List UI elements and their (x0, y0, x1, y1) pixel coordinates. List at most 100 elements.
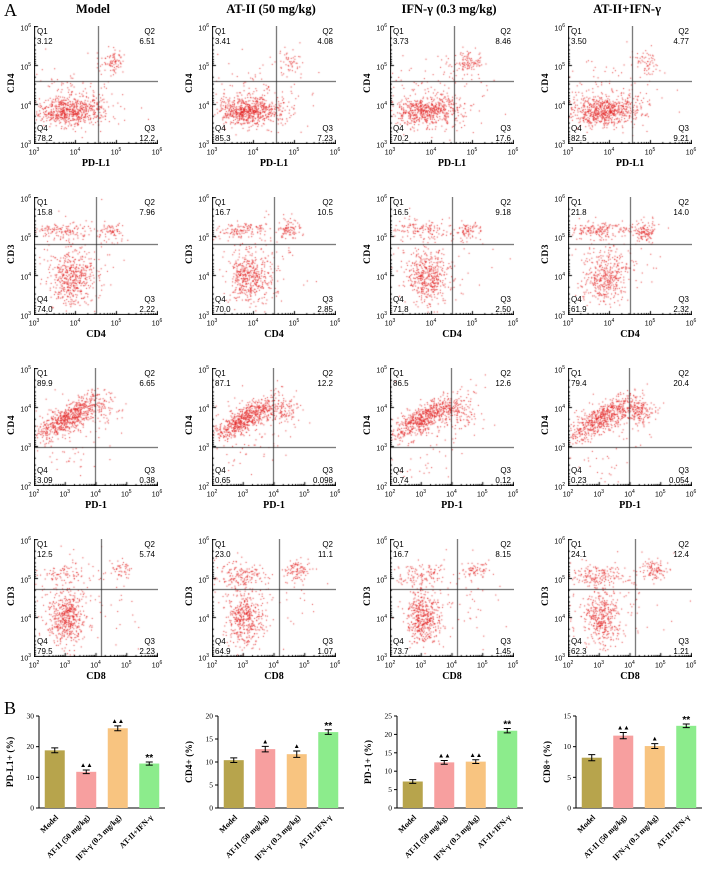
x-axis-label: CD4 (264, 329, 284, 340)
y-tick-label: 104 (376, 404, 387, 414)
x-tick-label: 105 (654, 660, 666, 670)
bar-category-label: Model (575, 813, 597, 835)
quadrant-value: 1.45 (495, 647, 511, 656)
quadrant-q4-stat: Q4 70.0 (215, 295, 231, 315)
y-tick-label: 104 (376, 614, 387, 624)
x-tick-label: 105 (110, 147, 122, 157)
quadrant-label: Q2 (678, 540, 689, 549)
bar-chart-ylabel: PD-1+ (%) (363, 740, 374, 784)
quadrant-q2-stat: Q2 6.65 (139, 369, 155, 389)
quadrant-q1-stat: Q1 87.1 (215, 369, 231, 389)
quadrant-q4-stat: Q4 74.0 (37, 295, 53, 315)
svg-text:20: 20 (27, 742, 35, 751)
y-tick-label: 103 (20, 653, 31, 663)
quadrant-q4-stat: Q4 0.23 (571, 466, 587, 486)
bar-2 (255, 749, 276, 808)
x-axis-label: CD4 (86, 329, 106, 340)
quadrant-value: 2.32 (673, 305, 689, 314)
quadrant-q4-stat: Q4 70.2 (393, 124, 409, 144)
flow-plot-r4-c3: CD3 106 105 104 103 Q1 16.7 Q2 8.15 Q3 1.45 Q4 73.7 1… (360, 535, 532, 703)
quadrant-label: Q1 (215, 198, 226, 207)
quadrant-q1-stat: Q1 79.4 (571, 369, 587, 389)
x-tick-label: 105 (466, 147, 478, 157)
x-tick-label: 104 (603, 318, 615, 328)
svg-text:0: 0 (30, 804, 34, 813)
y-tick-label: 105 (376, 365, 387, 375)
flow-plot-r2-c3: CD4 106 105 104 103 Q1 16.5 Q2 9.18 Q3 2.50 Q4 71.8 1… (360, 193, 532, 361)
x-tick-label: 106 (329, 489, 341, 499)
panel-b-label: B (4, 698, 17, 718)
x-tick-label: 105 (288, 318, 300, 328)
quadrant-value: 7.23 (317, 134, 333, 143)
error-bar (293, 750, 301, 758)
error-bar (114, 725, 122, 732)
quadrant-value: 82.5 (571, 134, 587, 143)
scatter-dots-canvas (34, 197, 158, 315)
x-tick-label: 106 (685, 318, 697, 328)
quadrant-label: Q2 (678, 198, 689, 207)
plot-area: Q1 16.5 Q2 9.18 Q3 2.50 Q4 71.8 (390, 197, 514, 315)
x-tick-label: 102 (384, 660, 396, 670)
flow-plot-r3-c1: CD4 105 104 103 102 Q1 89.9 Q2 6.65 Q3 0.38 Q4 3.09 1… (4, 364, 176, 532)
quadrant-value: 12.2 (317, 379, 333, 388)
quadrant-value: 3.41 (215, 37, 231, 46)
column-header-ifng: IFN-γ (0.3 mg/kg) (401, 2, 497, 16)
quadrant-label: Q1 (37, 198, 48, 207)
column-header-combo: AT-II+IFN-γ (593, 2, 661, 16)
quadrant-q2-stat: Q2 8.15 (495, 540, 511, 560)
y-tick-label: 103 (198, 311, 209, 321)
quadrant-label: Q3 (678, 124, 689, 133)
quadrant-value: 1.07 (317, 647, 333, 656)
y-tick-label: 106 (198, 536, 209, 546)
bar-4 (318, 732, 339, 808)
x-tick-label: 104 (247, 147, 259, 157)
scatter-dots-canvas (568, 26, 692, 144)
quadrant-label: Q3 (144, 466, 155, 475)
quadrant-value: 64.9 (215, 647, 231, 656)
quadrant-value: 3.50 (571, 37, 587, 46)
quadrant-value: 0.098 (312, 476, 333, 485)
plot-area: Q1 16.7 Q2 8.15 Q3 1.45 Q4 73.7 (390, 539, 514, 657)
plot-area: Q1 3.73 Q2 8.46 Q3 17.6 Q4 70.2 (390, 26, 514, 144)
x-tick-label: 106 (685, 489, 697, 499)
quadrant-label: Q4 (571, 637, 582, 646)
svg-text:20: 20 (206, 712, 214, 721)
error-bar (324, 729, 332, 735)
error-bar (51, 747, 59, 754)
x-tick-label: 106 (507, 147, 519, 157)
bar-category-label: AT-II+IFN-γ (476, 813, 513, 850)
y-tick-label: 106 (554, 194, 565, 204)
x-tick-label: 102 (206, 489, 218, 499)
quadrant-label: Q4 (393, 637, 404, 646)
quadrant-value: 7.96 (139, 208, 155, 217)
quadrant-q3-stat: Q3 1.07 (317, 637, 333, 657)
y-tick-label: 106 (20, 23, 31, 33)
quadrant-value: 0.12 (495, 476, 511, 485)
svg-text:5: 5 (388, 785, 392, 794)
quadrant-q2-stat: Q2 11.1 (318, 540, 333, 560)
x-tick-label: 102 (28, 489, 40, 499)
quadrant-label: Q4 (393, 295, 404, 304)
flow-plot-r2-c2: CD3 106 105 104 103 Q1 16.7 Q2 10.5 Q3 2.85 Q4 70.0 1… (182, 193, 354, 361)
x-tick-label: 103 (28, 318, 40, 328)
quadrant-q2-stat: Q2 5.74 (139, 540, 155, 560)
bar-category-label: AT-II+IFN-γ (655, 813, 692, 850)
significance-marker: ** (324, 721, 332, 732)
y-tick-label: 103 (198, 140, 209, 150)
quadrant-label: Q2 (500, 198, 511, 207)
svg-text:10: 10 (27, 773, 35, 782)
scatter-dots-canvas (212, 197, 336, 315)
quadrant-value: 0.74 (393, 476, 409, 485)
y-tick-label: 104 (20, 272, 31, 282)
error-bar (503, 728, 511, 734)
svg-text:15: 15 (206, 735, 214, 744)
x-tick-label: 106 (329, 660, 341, 670)
quadrant-value: 9.21 (673, 134, 689, 143)
quadrant-label: Q2 (144, 198, 155, 207)
y-tick-label: 104 (198, 404, 209, 414)
scatter-dots-canvas (390, 368, 514, 486)
quadrant-label: Q2 (322, 198, 333, 207)
quadrant-label: Q2 (144, 27, 155, 36)
y-tick-label: 105 (554, 575, 565, 585)
